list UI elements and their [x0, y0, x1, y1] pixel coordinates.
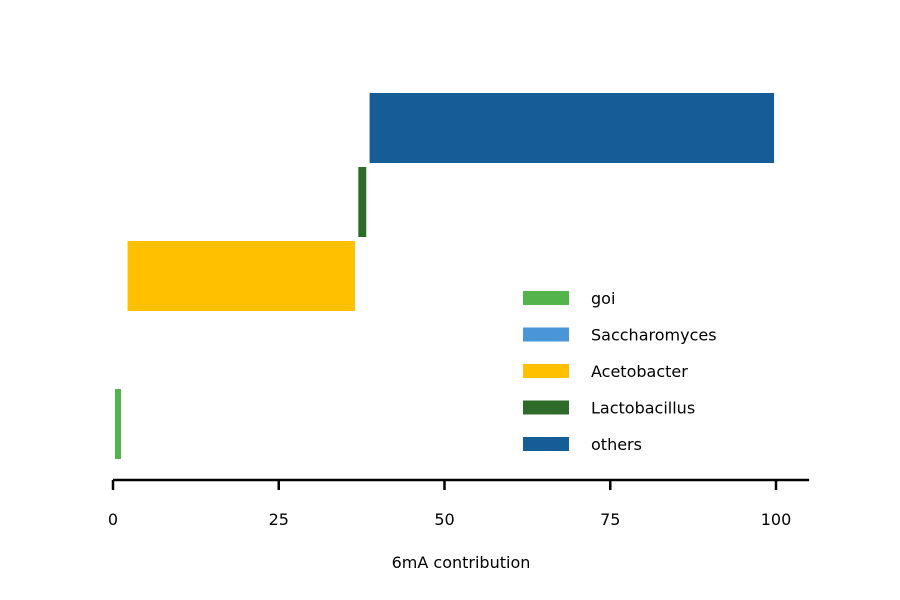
- legend-swatch-lactobacillus: [523, 400, 569, 415]
- bar-others: [369, 93, 775, 163]
- legend-swatch-goi: [523, 291, 569, 305]
- bars: [114, 93, 775, 459]
- x-tick-label: 50: [434, 510, 454, 529]
- legend-label-lactobacillus: Lactobacillus: [591, 399, 695, 418]
- x-tick-label: 0: [108, 510, 118, 529]
- legend-swatch-acetobacter: [523, 364, 569, 378]
- bar-lactobacillus: [358, 167, 367, 237]
- legend-label-saccharomyces: Saccharomyces: [591, 326, 717, 345]
- bar-acetobacter: [127, 241, 355, 311]
- x-tick-label: 25: [269, 510, 289, 529]
- x-axis-title: 6mA contribution: [392, 553, 531, 572]
- legend-label-acetobacter: Acetobacter: [591, 362, 688, 381]
- legend: goi Saccharomyces Acetobacter Lactobacillus…: [523, 289, 717, 454]
- legend-label-goi: goi: [591, 289, 615, 308]
- legend-swatch-saccharomyces: [523, 327, 569, 342]
- legend-label-others: others: [591, 435, 642, 454]
- bar-goi: [114, 389, 121, 459]
- x-tick-label: 75: [600, 510, 620, 529]
- x-tick-label: 100: [761, 510, 792, 529]
- x-ticks: 0 25 50 75 100: [108, 480, 791, 529]
- legend-swatch-others: [523, 437, 569, 451]
- x-axis: 0 25 50 75 100: [108, 478, 810, 529]
